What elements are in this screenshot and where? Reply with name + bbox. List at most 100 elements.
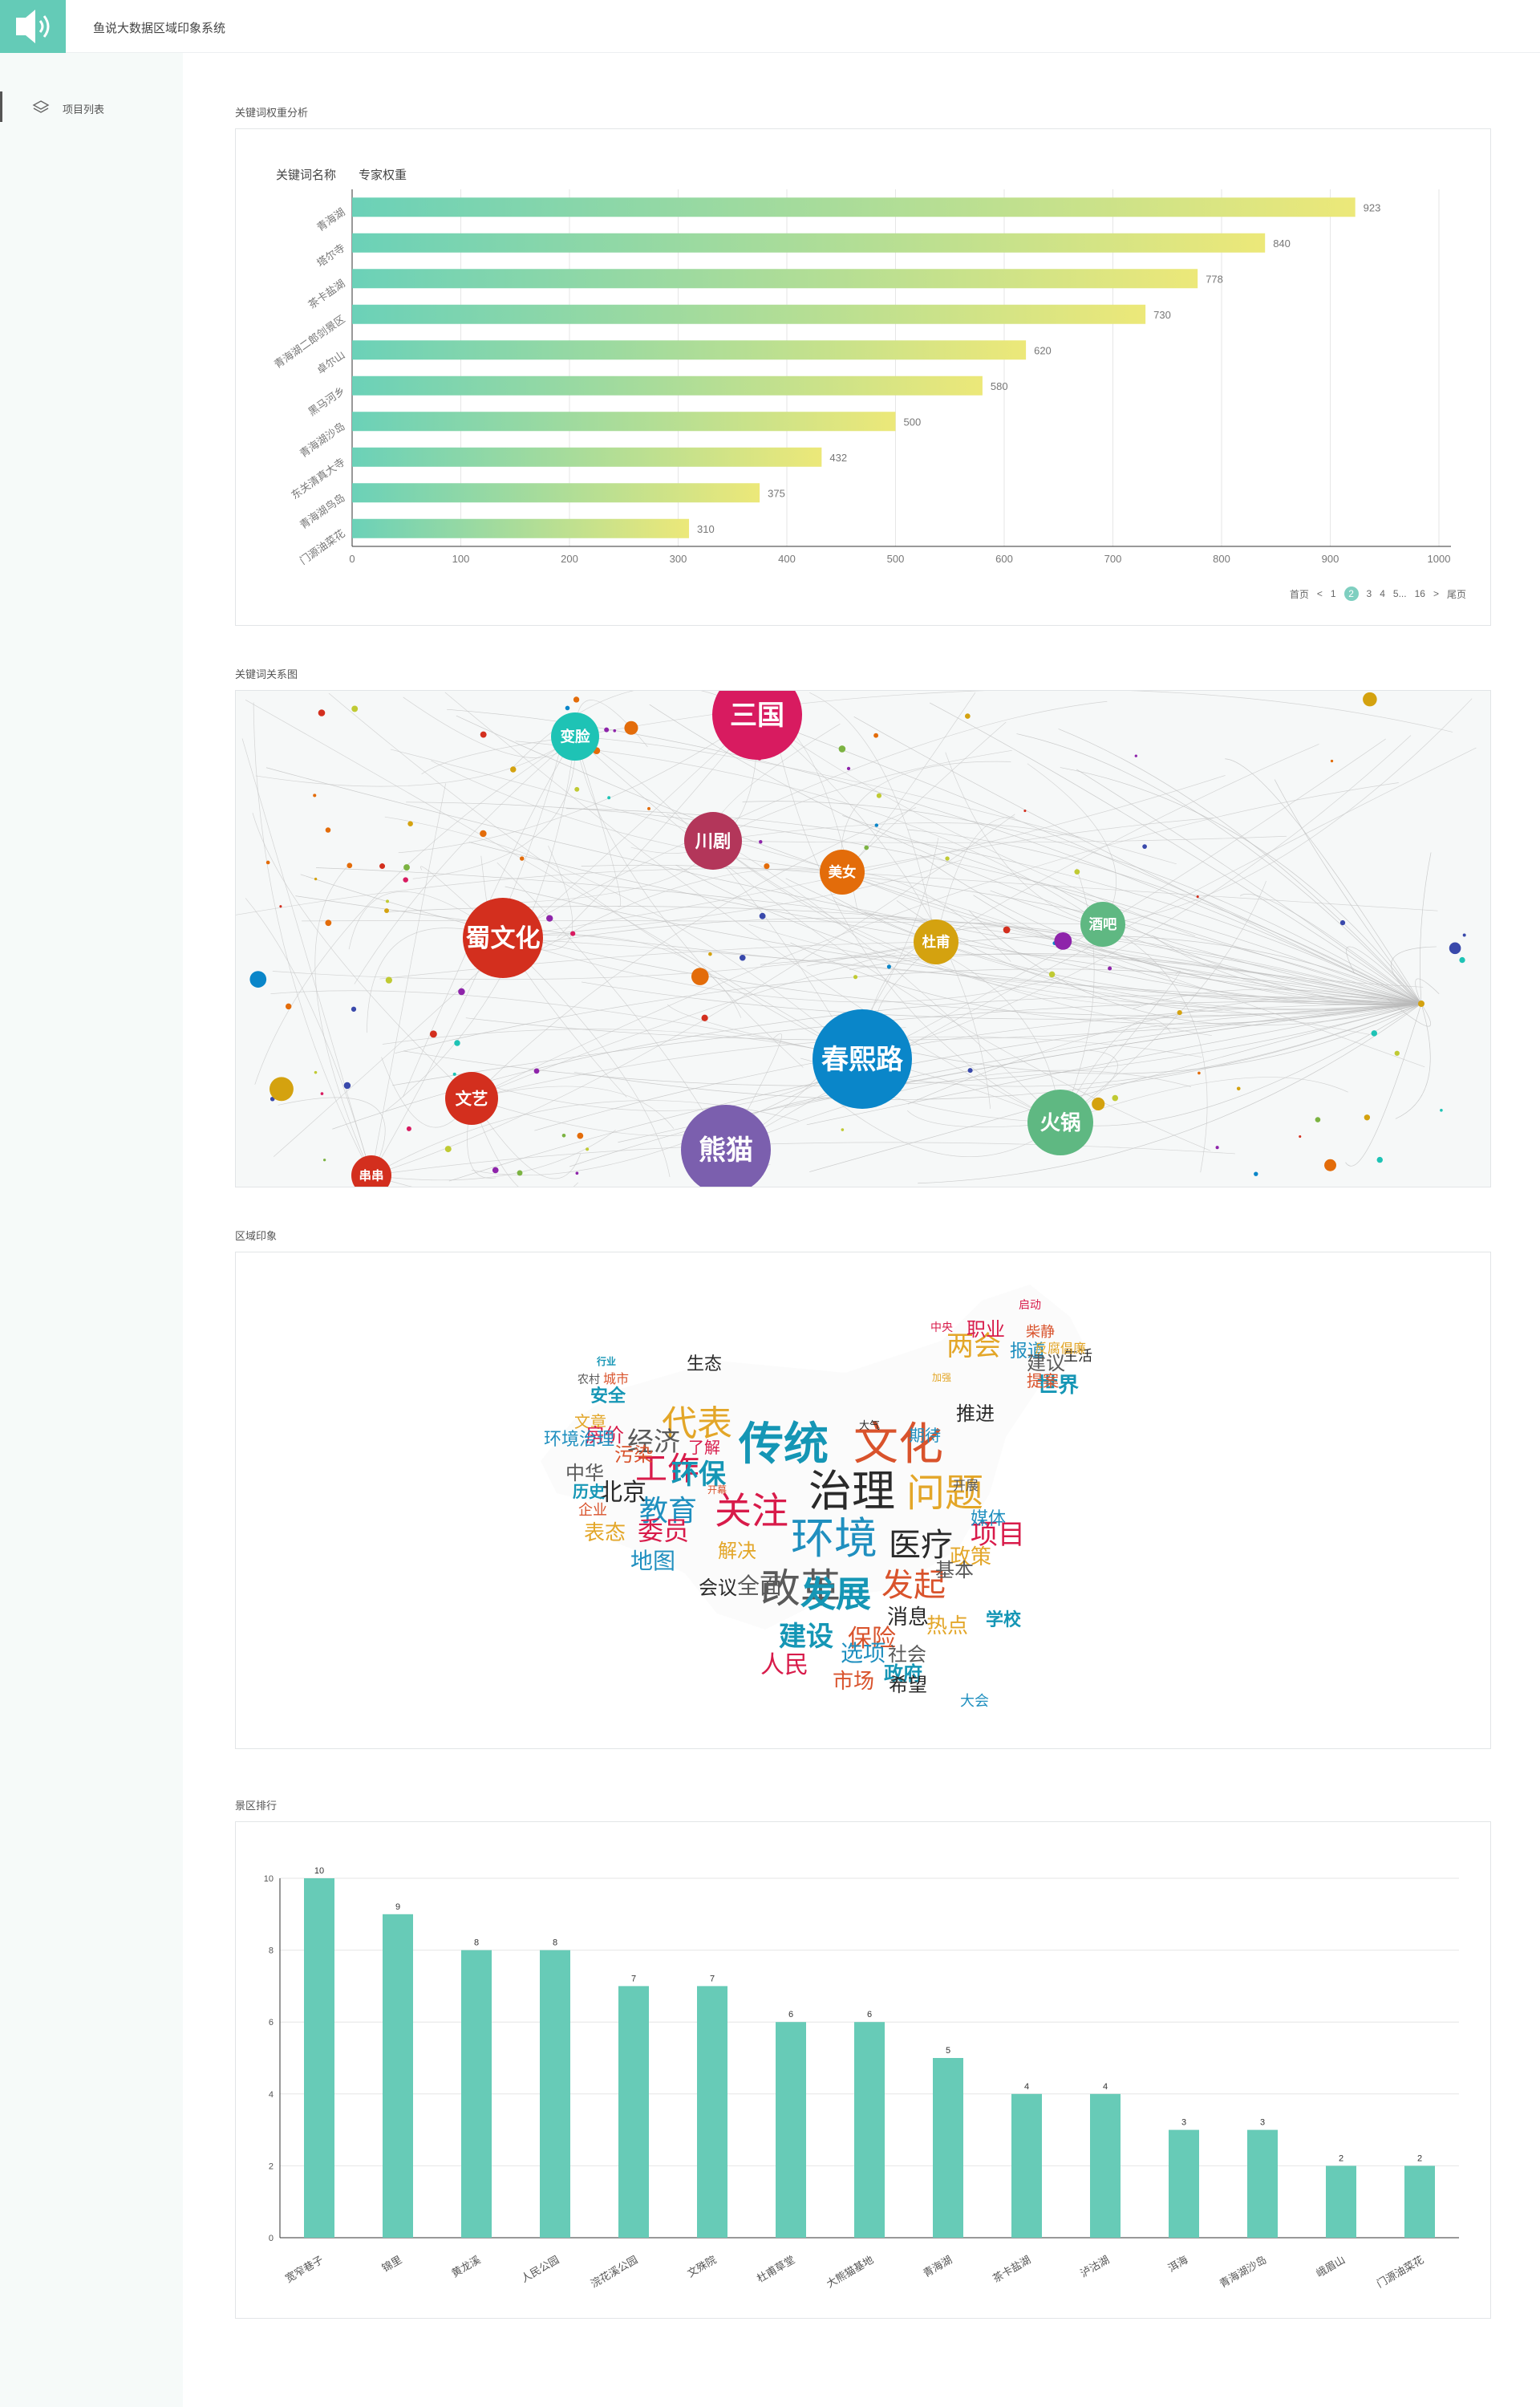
graph-node[interactable]: 三国 xyxy=(712,691,802,760)
logo[interactable] xyxy=(0,0,66,53)
x-tick-label: 茶卡盐湖 xyxy=(991,2254,1033,2285)
graph-node-small xyxy=(444,1146,452,1153)
graph-node[interactable]: 杜甫 xyxy=(914,919,958,964)
active-indicator xyxy=(0,91,2,122)
cloud-word: 报道 xyxy=(1010,1341,1045,1361)
graph-node-small xyxy=(313,794,317,798)
x-tick-label: 文殊院 xyxy=(685,2254,718,2279)
page-3[interactable]: 3 xyxy=(1366,588,1372,599)
graph-node[interactable]: 变脸 xyxy=(551,712,599,761)
graph-edge xyxy=(935,817,1015,943)
graph-node-small xyxy=(965,713,971,719)
graph-edge xyxy=(833,896,1422,1005)
cloud-word: 市场 xyxy=(833,1669,874,1693)
graph-edge xyxy=(1016,733,1422,1005)
graph-edge xyxy=(1102,698,1473,925)
cloud-word: 项目 xyxy=(971,1520,1025,1550)
ranking-bar xyxy=(1326,2165,1356,2238)
cloud-word: 政策 xyxy=(950,1544,991,1569)
graph-node-small xyxy=(874,823,879,827)
graph-node-small xyxy=(1003,926,1011,934)
bar-value-label: 375 xyxy=(768,487,785,499)
x-tick-label: 峨眉山 xyxy=(1314,2254,1347,2279)
top-header: 鱼说大数据区域印象系统 xyxy=(0,0,1540,53)
graph-node-label: 酒吧 xyxy=(1089,916,1117,932)
sidebar-item-projects[interactable]: 项目列表 xyxy=(0,88,183,125)
cloud-word: 加强 xyxy=(932,1372,951,1383)
cloud-word: 反腐倡廉 xyxy=(1035,1342,1086,1356)
graph-node-small xyxy=(379,863,386,870)
cloud-word: 社会 xyxy=(888,1644,926,1666)
page-last[interactable]: 尾页 xyxy=(1446,588,1466,600)
graph-edge xyxy=(1152,935,1422,1005)
bar-value-label: 3 xyxy=(1260,2118,1265,2128)
graph-edge xyxy=(502,937,1060,1003)
page-1[interactable]: 1 xyxy=(1330,588,1336,599)
graph-node-small xyxy=(604,727,610,733)
graph-edge xyxy=(382,1029,1061,1123)
page-16[interactable]: 16 xyxy=(1414,588,1425,599)
page-ellipsis[interactable]: 5... xyxy=(1392,588,1407,599)
page-first[interactable]: 首页 xyxy=(1289,588,1309,600)
graph-node-small xyxy=(607,796,611,800)
weight-bar xyxy=(352,233,1266,253)
ranking-bar xyxy=(1404,2165,1435,2238)
graph-edge xyxy=(748,923,937,959)
graph-edge xyxy=(582,981,1422,1020)
graph-node-small xyxy=(480,830,487,838)
ranking-bar xyxy=(1090,2093,1121,2238)
ranking-bar xyxy=(540,1950,570,2238)
graph-node[interactable]: 酒吧 xyxy=(1080,902,1125,947)
cloud-word: 会议 xyxy=(699,1577,737,1599)
graph-node[interactable]: 川剧 xyxy=(684,812,742,870)
graph-edge xyxy=(468,842,1422,1005)
cloud-word: 中华 xyxy=(565,1463,604,1484)
graph-node[interactable]: 美女 xyxy=(820,850,865,895)
graph-node-small xyxy=(1364,1114,1371,1121)
graph-node-small xyxy=(1142,844,1147,849)
graph-node[interactable]: 火锅 xyxy=(1027,1090,1093,1155)
graph-node-small xyxy=(561,1133,566,1138)
weight-bar xyxy=(352,340,1027,360)
bar-value-label: 7 xyxy=(710,1974,715,1983)
graph-node-small xyxy=(1112,1094,1119,1102)
cloud-word: 世界 xyxy=(1037,1373,1079,1397)
graph-node-small xyxy=(739,954,746,961)
graph-node-small xyxy=(1196,895,1199,899)
page-next[interactable]: > xyxy=(1433,588,1439,599)
graph-node-small xyxy=(764,863,770,870)
y-tick-label: 青海湖沙岛 xyxy=(298,420,347,460)
graph-edge xyxy=(431,760,843,873)
graph-node[interactable]: 串串 xyxy=(351,1155,391,1187)
page-prev[interactable]: < xyxy=(1316,588,1323,599)
graph-node-small xyxy=(945,856,950,861)
cloud-word: 污染 xyxy=(614,1444,653,1466)
weight-bar xyxy=(352,483,760,503)
graph-node-small xyxy=(846,766,851,771)
graph-node[interactable]: 春熙路 xyxy=(813,1009,912,1109)
x-tick-label: 700 xyxy=(1104,553,1122,565)
impression-panel: 传统 文化 治理 问题 关注 环境 改革 发展 发起 医疗 代表 工作 教育 经济 环保 污染 北京 表态 委员 地图… xyxy=(235,1252,1491,1749)
pagination: 首页 < 1 2 3 4 5... 16 > 尾页 xyxy=(1290,587,1466,601)
graph-node[interactable]: 文艺 xyxy=(445,1072,498,1125)
page-2-current[interactable]: 2 xyxy=(1343,587,1359,601)
graph-node-small xyxy=(407,821,413,826)
x-tick-label: 杜甫草堂 xyxy=(755,2254,797,2285)
y-tick-label: 茶卡盐湖 xyxy=(306,277,347,311)
graph-node-small xyxy=(1299,1134,1302,1139)
graph-node-small xyxy=(1254,1171,1258,1176)
graph-node-label: 川剧 xyxy=(695,831,732,851)
graph-node[interactable]: 蜀文化 xyxy=(463,898,543,978)
graph-edge xyxy=(502,700,1108,939)
page-4[interactable]: 4 xyxy=(1380,588,1385,599)
graph-node-small xyxy=(458,988,465,996)
x-tick-label: 600 xyxy=(995,553,1013,565)
graph-node[interactable]: 熊猫 xyxy=(681,1105,771,1187)
graph-node-label: 美女 xyxy=(829,864,857,880)
graph-edge xyxy=(254,736,576,1085)
graph-node-label: 串串 xyxy=(359,1168,383,1183)
graph-node-small xyxy=(403,864,410,871)
cloud-word: 建议 xyxy=(1027,1353,1065,1374)
graph-node-small xyxy=(570,931,576,936)
